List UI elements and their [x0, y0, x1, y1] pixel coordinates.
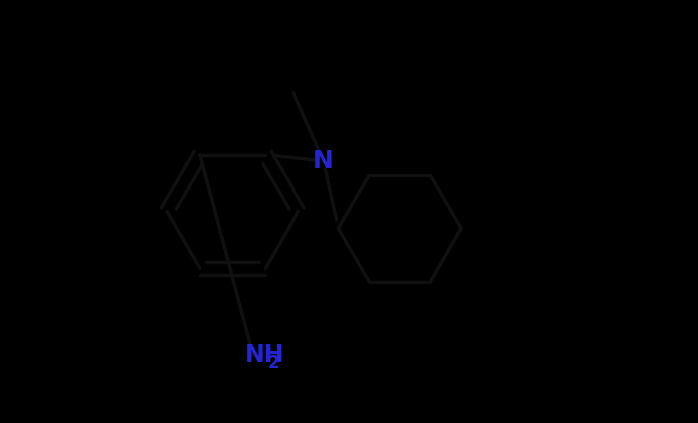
Text: NH: NH: [246, 343, 285, 367]
Text: 2: 2: [267, 354, 279, 371]
Text: N: N: [313, 149, 334, 173]
